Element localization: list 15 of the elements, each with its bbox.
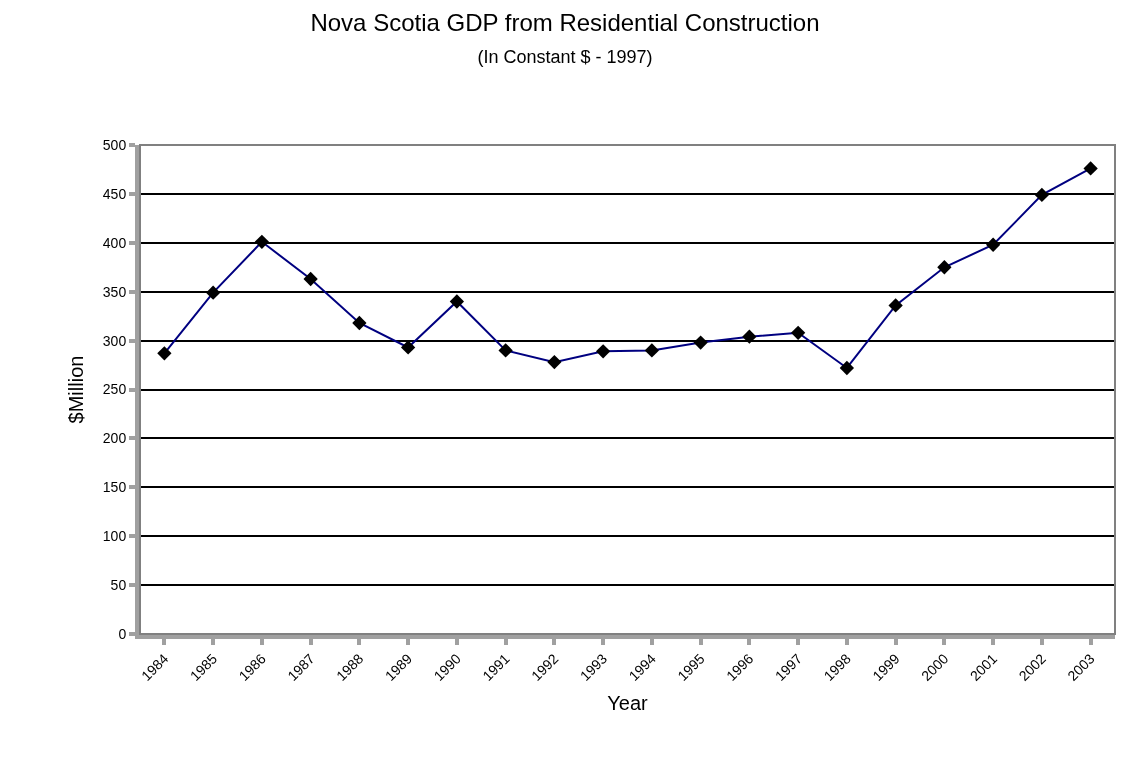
- y-tick-label: 450: [102, 185, 127, 202]
- y-tick-label: 50: [110, 577, 127, 593]
- chart-subtitle: (In Constant $ - 1997): [477, 46, 653, 67]
- y-tick-label: 250: [102, 381, 127, 398]
- y-tick-label: 200: [102, 430, 127, 447]
- chart-title: Nova Scotia GDP from Residential Construction: [310, 9, 820, 37]
- y-tick-label: 350: [102, 283, 127, 300]
- y-tick-label: 150: [102, 479, 127, 496]
- y-tick-label: 500: [102, 136, 127, 153]
- y-tick-label: 100: [102, 528, 127, 545]
- y-tick-label: 0: [118, 625, 127, 642]
- y-axis-title: $Million: [65, 355, 88, 424]
- x-axis-title: Year: [607, 692, 649, 715]
- y-tick-label: 400: [102, 234, 127, 251]
- y-tick-label: 300: [102, 332, 127, 349]
